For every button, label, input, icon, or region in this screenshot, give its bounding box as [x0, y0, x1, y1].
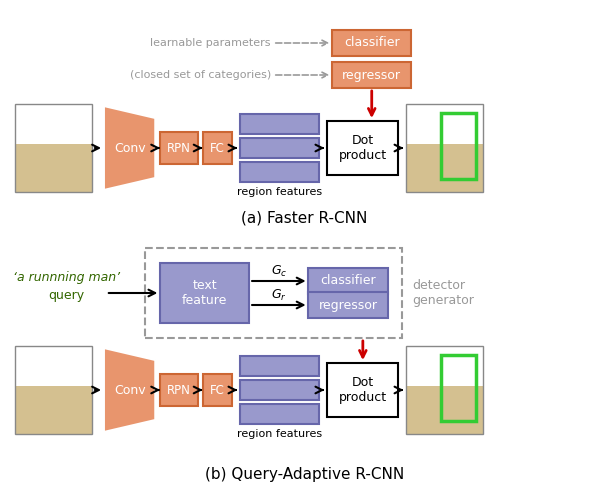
Bar	[160, 132, 198, 164]
Bar	[406, 386, 483, 434]
Bar	[15, 144, 92, 192]
Text: ‘a runnning man’: ‘a runnning man’	[13, 272, 120, 284]
Text: $G_r$: $G_r$	[271, 287, 287, 303]
Text: classifier: classifier	[320, 275, 376, 287]
Text: RPN: RPN	[167, 142, 191, 154]
Bar	[15, 386, 92, 434]
Bar	[240, 356, 319, 376]
Text: Conv: Conv	[114, 383, 146, 397]
Bar	[240, 138, 319, 158]
Bar	[240, 162, 319, 182]
Polygon shape	[406, 395, 483, 409]
Bar	[240, 380, 319, 400]
Text: regressor: regressor	[318, 299, 377, 311]
Bar	[441, 355, 476, 421]
Text: FC: FC	[210, 142, 225, 154]
Text: (b) Query-Adaptive R-CNN: (b) Query-Adaptive R-CNN	[205, 467, 404, 483]
Bar	[15, 395, 92, 434]
Text: detector
generator: detector generator	[412, 279, 474, 307]
Bar	[308, 268, 388, 294]
Bar	[406, 144, 483, 192]
Text: Dot
product: Dot product	[339, 134, 387, 162]
Bar	[15, 346, 92, 434]
Bar	[160, 374, 198, 406]
Text: (closed set of categories): (closed set of categories)	[129, 70, 271, 80]
Text: $G_c$: $G_c$	[271, 263, 287, 278]
Bar	[406, 346, 483, 434]
Text: classifier: classifier	[344, 36, 400, 50]
Polygon shape	[104, 348, 155, 432]
Text: regressor: regressor	[342, 68, 402, 82]
Bar	[327, 121, 399, 175]
Bar	[15, 153, 92, 192]
Bar	[406, 395, 483, 434]
Bar	[203, 374, 232, 406]
Bar	[332, 30, 411, 56]
Bar	[406, 104, 483, 192]
Bar	[332, 62, 411, 88]
Polygon shape	[104, 106, 155, 190]
Bar	[308, 292, 388, 318]
Text: region features: region features	[237, 187, 323, 197]
Text: Dot
product: Dot product	[339, 376, 387, 404]
Text: text
feature: text feature	[182, 279, 228, 307]
Bar	[160, 263, 249, 323]
Bar	[406, 153, 483, 192]
Polygon shape	[406, 153, 483, 167]
Polygon shape	[15, 153, 92, 167]
Text: RPN: RPN	[167, 383, 191, 397]
Text: Conv: Conv	[114, 142, 146, 154]
Text: region features: region features	[237, 429, 323, 439]
Bar	[327, 363, 399, 417]
Polygon shape	[15, 395, 92, 409]
Bar	[146, 248, 402, 338]
Bar	[240, 114, 319, 134]
Bar	[441, 113, 476, 179]
Bar	[240, 404, 319, 424]
Text: (a) Faster R-CNN: (a) Faster R-CNN	[241, 211, 368, 225]
Bar	[15, 104, 92, 192]
Text: learnable parameters: learnable parameters	[150, 38, 271, 48]
Text: FC: FC	[210, 383, 225, 397]
Bar	[203, 132, 232, 164]
Text: query: query	[48, 289, 84, 303]
